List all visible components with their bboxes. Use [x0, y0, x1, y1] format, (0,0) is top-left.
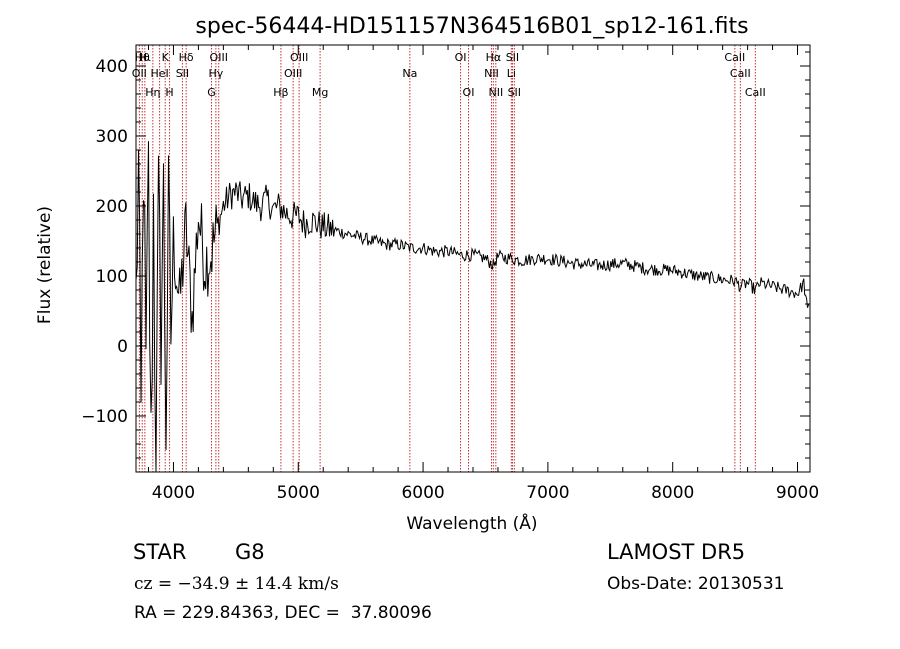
- line-label-4: HeI: [150, 67, 168, 80]
- y-tick-label-3: 200: [96, 197, 128, 217]
- line-label-13: OIII: [284, 67, 302, 80]
- line-label-9: G: [207, 86, 216, 99]
- line-label-21: NII: [488, 86, 503, 99]
- x-tick-label-2: 6000: [401, 483, 444, 503]
- x-tick-label-5: 9000: [776, 483, 819, 503]
- line-label-12: Hβ: [273, 86, 288, 99]
- spectral-line-labels: OIIHθHιHηHeIKHSIIHδGHγOIIIHβOIIIOIIIMgNa…: [132, 51, 766, 99]
- line-label-0: OII: [132, 67, 147, 80]
- line-label-24: SII: [508, 86, 521, 99]
- line-label-23: SII: [506, 51, 519, 64]
- line-label-1: Hθ: [135, 51, 150, 64]
- x-tick-label-0: 4000: [152, 483, 195, 503]
- line-label-6: H: [165, 86, 173, 99]
- line-label-16: Na: [402, 67, 417, 80]
- y-tick-label-2: 100: [96, 267, 128, 287]
- line-label-3: Hη: [145, 86, 160, 99]
- line-label-15: Mg: [312, 86, 328, 99]
- line-label-18: OI: [463, 86, 475, 99]
- y-tick-label-0: −100: [81, 407, 128, 427]
- line-label-14: OIII: [290, 51, 308, 64]
- line-label-22: Li: [507, 67, 516, 80]
- y-tick-label-4: 300: [96, 127, 128, 147]
- line-label-27: CaII: [745, 86, 766, 99]
- x-tick-label-1: 5000: [277, 483, 320, 503]
- object-subclass: G8: [235, 540, 265, 564]
- x-axis-ticks: 4000 5000 6000 7000 8000 9000: [147, 45, 819, 503]
- spectrum-line: [135, 141, 810, 473]
- line-label-8: Hδ: [179, 51, 194, 64]
- observation-date: Obs-Date: 20130531: [607, 574, 785, 594]
- redshift-value: cz = −34.9 ± 14.4 km/s: [134, 574, 339, 594]
- line-label-11: OIII: [210, 51, 228, 64]
- plot-frame: [135, 44, 811, 473]
- y-tick-label-1: 0: [117, 337, 128, 357]
- line-label-17: OI: [455, 51, 467, 64]
- coordinates: RA = 229.84363, DEC = 37.80096: [134, 603, 432, 623]
- line-label-19: NII: [484, 67, 499, 80]
- spectral-line-markers: [138, 45, 756, 472]
- line-label-10: Hγ: [208, 67, 223, 80]
- x-axis-label: Wavelength (Å): [406, 512, 537, 534]
- y-axis-ticks: −100 0 100 200 300 400: [81, 51, 810, 473]
- line-label-7: SII: [176, 67, 189, 80]
- line-label-26: CaII: [730, 67, 751, 80]
- chart-title: spec-56444-HD151157N364516B01_sp12-161.f…: [195, 14, 748, 39]
- y-tick-label-5: 400: [96, 57, 128, 77]
- line-label-2: Hι: [139, 51, 151, 64]
- survey-name: LAMOST DR5: [607, 540, 746, 564]
- y-axis-label: Flux (relative): [35, 206, 55, 324]
- line-label-5: K: [162, 51, 170, 64]
- line-label-20: Hα: [486, 51, 502, 64]
- x-tick-label-3: 7000: [526, 483, 569, 503]
- x-tick-label-4: 8000: [651, 483, 694, 503]
- object-class: STAR: [133, 540, 187, 564]
- line-label-25: CaII: [724, 51, 745, 64]
